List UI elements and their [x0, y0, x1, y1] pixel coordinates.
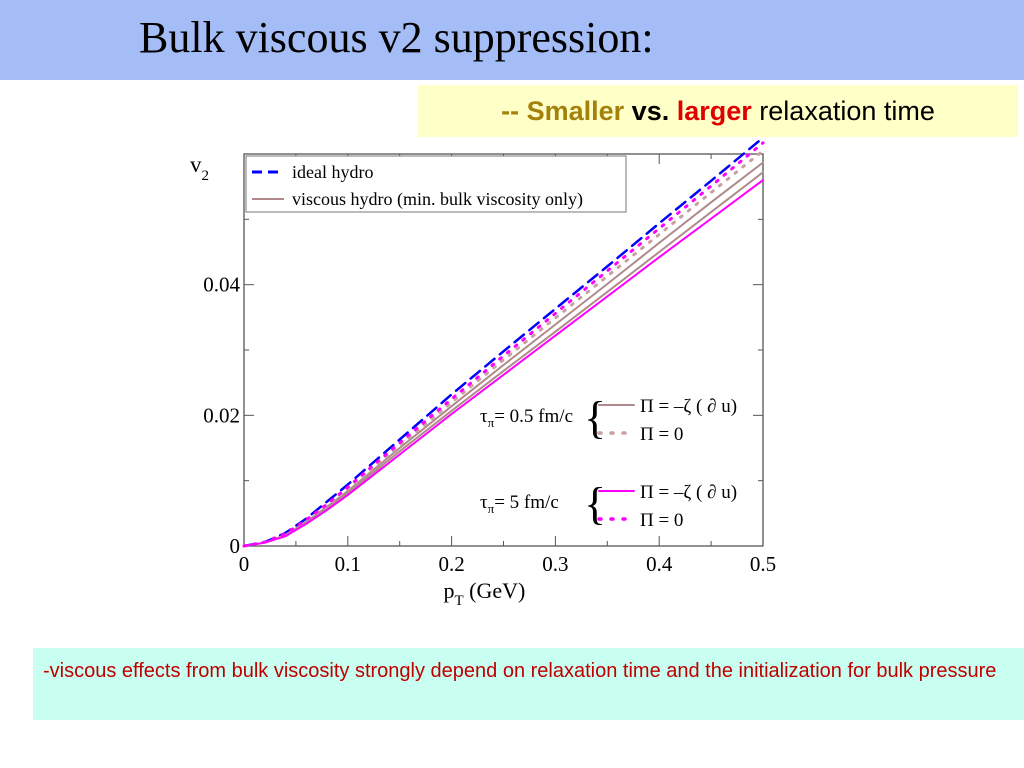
y-axis-label: v2	[190, 152, 209, 184]
v2-chart: 0 0.1 0.2 0.3 0.4 0.5 0 0.02 0.04 ideal hydro vis…	[190, 140, 776, 609]
x-tick-label: 0	[239, 552, 250, 576]
legend-label-tau: Π = 0	[640, 510, 683, 531]
series-line-0	[242, 140, 763, 548]
x-tick-label: 0.3	[542, 552, 568, 576]
legend-label-top: ideal hydro	[292, 162, 373, 182]
x-tick-label: 0.1	[335, 552, 361, 576]
legend-label-tau: Π = –ζ ( ∂ u)	[640, 396, 737, 417]
subtitle-box: -- Smaller vs. larger relaxation time	[418, 85, 1018, 137]
legend-brace: {	[584, 478, 606, 529]
tau-label: τπ= 0.5 fm/c	[480, 406, 573, 430]
subtitle-smaller: -- Smaller	[501, 96, 625, 126]
series-line-3	[242, 149, 765, 548]
x-tick-label: 0.2	[438, 552, 464, 576]
y-tick-label: 0.02	[203, 403, 240, 427]
x-tick-label: 0.5	[750, 552, 776, 576]
title-bar: Bulk viscous v2 suppression:	[0, 0, 1024, 80]
legend-label-top: viscous hydro (min. bulk viscosity only)	[292, 189, 583, 210]
subtitle-vs: vs.	[631, 96, 670, 126]
series-line-4	[243, 179, 764, 547]
legend-label-tau: Π = –ζ ( ∂ u)	[640, 482, 737, 503]
note-box: -viscous effects from bulk viscosity str…	[33, 648, 1024, 720]
tau-label: τπ= 5 fm/c	[480, 492, 559, 516]
note-text: -viscous effects from bulk viscosity str…	[43, 660, 997, 682]
legend-brace: {	[584, 392, 606, 443]
slide-title: Bulk viscous v2 suppression:	[139, 13, 654, 62]
subtitle-larger: larger	[676, 96, 752, 126]
y-tick-label: 0	[230, 534, 241, 558]
legend-box	[245, 155, 627, 213]
legend-label-tau: Π = 0	[640, 424, 683, 445]
x-axis-label: pT (GeV)	[444, 578, 526, 609]
y-tick-label: 0.04	[203, 273, 240, 297]
subtitle-rest: relaxation time	[759, 96, 935, 126]
x-tick-label: 0.4	[646, 552, 673, 576]
